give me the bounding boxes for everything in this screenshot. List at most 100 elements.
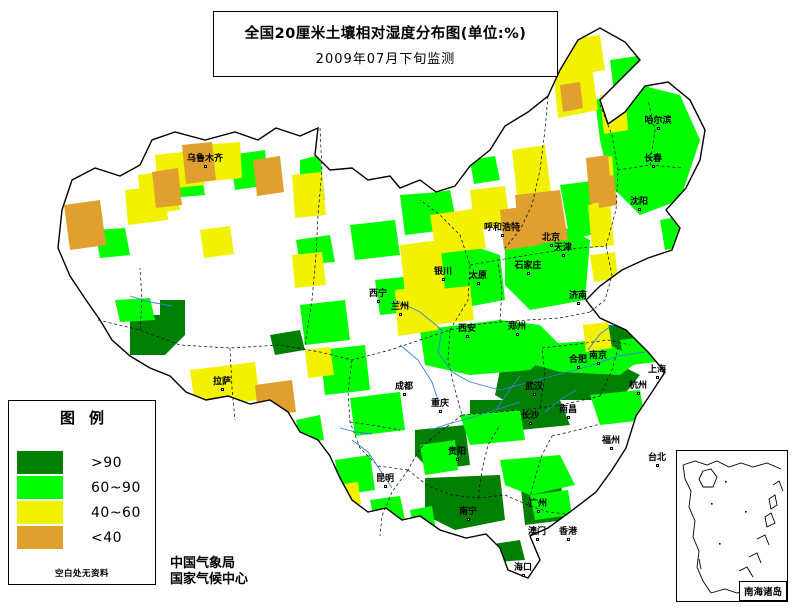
credit-line-2: 国家气候中心 [170, 572, 249, 587]
city-marker-dot [532, 393, 536, 396]
city-marker-dot [220, 388, 224, 391]
city-marker-dot [441, 278, 445, 281]
legend-row: 60~90 [17, 475, 155, 500]
moisture-region [350, 392, 405, 436]
city-label: 太原 [469, 272, 487, 285]
city-label: 南昌 [559, 406, 577, 419]
city-label-text: 济南 [569, 291, 588, 301]
city-label-text: 长沙 [521, 411, 540, 421]
city-marker-dot [521, 574, 525, 577]
city-label-text: 哈尔滨 [644, 116, 672, 126]
city-marker-dot [656, 127, 660, 130]
moisture-region [300, 300, 350, 345]
moisture-region [400, 240, 445, 295]
inset-label: 南海诸岛 [738, 581, 787, 601]
city-marker-dot [596, 362, 600, 365]
city-marker-dot [398, 313, 402, 316]
city-label-text: 乌鲁木齐 [187, 154, 224, 164]
city-label-text: 贵阳 [448, 447, 467, 457]
city-marker-dot [402, 393, 406, 396]
moisture-region [588, 202, 614, 248]
city-marker-dot [376, 300, 380, 303]
credit-line-1: 中国气象局 [170, 556, 236, 571]
moisture-region [500, 455, 575, 495]
city-label: 海口 [514, 564, 532, 577]
city-label: 长春 [644, 155, 662, 168]
city-label-text: 重庆 [431, 399, 450, 409]
city-label-text: 海口 [514, 563, 533, 573]
legend-box: 图例 >90 60~90 40~60 <40 空白处无资料 [8, 400, 156, 585]
moisture-region [590, 390, 645, 425]
legend-row: 40~60 [17, 500, 155, 525]
city-label-text: 福州 [602, 436, 621, 446]
city-label: 银川 [434, 268, 452, 281]
city-marker-dot [651, 165, 655, 168]
city-marker-dot [536, 510, 540, 513]
city-marker-dot [566, 416, 570, 419]
city-label-text: 天津 [554, 243, 573, 253]
moisture-region [182, 142, 216, 184]
city-marker-dot [466, 518, 470, 521]
city-label-text: 北京 [542, 233, 561, 243]
city-label: 台北 [648, 454, 666, 467]
legend-items: >90 60~90 40~60 <40 [9, 450, 155, 550]
city-label: 武汉 [525, 383, 543, 396]
legend-range-label: 60~90 [91, 479, 141, 496]
city-marker-dot [526, 272, 530, 275]
issuing-agency-credit: 中国气象局 国家气候中心 [170, 556, 248, 588]
city-label: 澳门 [528, 528, 546, 541]
city-marker-dot [609, 447, 613, 450]
moisture-region [152, 168, 182, 208]
province-boundaries [97, 95, 683, 537]
city-label-text: 银川 [434, 267, 453, 277]
legend-no-data-note: 空白处无资料 [54, 569, 109, 579]
city-marker-dot [655, 464, 659, 467]
moisture-region [64, 200, 106, 250]
moisture-region [430, 208, 486, 254]
city-label: 重庆 [431, 400, 449, 413]
legend-range-label: >90 [91, 454, 123, 471]
city-label: 乌鲁木齐 [187, 155, 223, 168]
moisture-region [305, 347, 334, 378]
legend-range-label: 40~60 [91, 504, 141, 521]
moisture-region [460, 410, 525, 445]
legend-range-label: <40 [91, 529, 123, 546]
city-label-text: 广州 [529, 499, 548, 509]
city-marker-dot [637, 208, 641, 211]
city-label: 南京 [589, 352, 607, 365]
city-label: 呼和浩特 [484, 224, 520, 237]
city-label-text: 台北 [648, 453, 667, 463]
moisture-region [420, 320, 560, 375]
city-marker-dot [438, 410, 442, 413]
rivers [129, 295, 646, 489]
moisture-region [292, 172, 326, 218]
map-title-box: 全国20厘米土壤相对湿度分布图(单位:%) 2009年07月下旬监测 [213, 11, 558, 77]
legend-row: >90 [17, 450, 155, 475]
city-marker-dot [576, 302, 580, 305]
city-label: 西安 [458, 325, 476, 338]
moisture-region [470, 186, 510, 230]
moisture-region [430, 286, 474, 325]
city-label: 天津 [554, 244, 572, 257]
city-label: 南宁 [459, 508, 477, 521]
china-national-boundary [57, 27, 706, 579]
city-marker-dot [636, 392, 640, 395]
city-label-text: 沈阳 [630, 197, 649, 207]
city-label-text: 南京 [589, 351, 608, 361]
city-label: 香港 [559, 528, 577, 541]
moisture-region [253, 156, 284, 196]
city-label: 北京 [542, 234, 560, 247]
moisture-region [590, 252, 618, 282]
city-label: 济南 [569, 292, 587, 305]
city-label-text: 郑州 [508, 322, 527, 332]
city-label-text: 合肥 [569, 355, 588, 365]
city-label: 石家庄 [515, 262, 542, 275]
city-label: 上海 [648, 366, 666, 379]
city-label-text: 成都 [395, 382, 414, 392]
city-marker-dot [476, 282, 480, 285]
city-label: 昆明 [376, 475, 394, 488]
map-title-secondary: 2009年07月下旬监测 [315, 51, 456, 67]
inset-map-svg [677, 451, 787, 601]
moisture-region [530, 490, 572, 520]
moisture-region [470, 156, 500, 184]
